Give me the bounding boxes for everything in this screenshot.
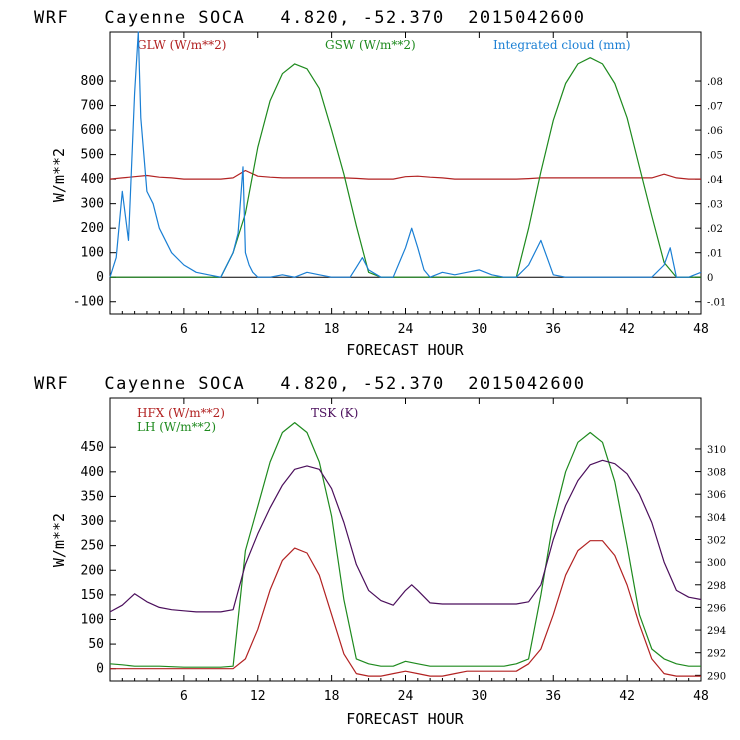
panel-2-ytick-label: 250	[81, 539, 104, 554]
panel-2-ytick-label: 300	[81, 514, 104, 529]
panel-radiation: WRF Cayenne SOCA 4.820, -52.370 20150426…	[34, 8, 726, 359]
panel-1-ytick-label: 200	[81, 221, 104, 236]
panel-2-ytick-label: 350	[81, 489, 104, 504]
panel-1-ytick-label: 500	[81, 148, 104, 163]
panel-1-ytick-label: 800	[81, 74, 104, 89]
legend-lh: LH (W/m**2)	[137, 420, 216, 434]
panel-1-series-glw	[109, 169, 701, 180]
panel-1-xtick-label: 36	[545, 322, 561, 337]
panel-2-y2tick-label: 300	[707, 558, 726, 569]
panel-2-ytick-label: 200	[81, 563, 104, 578]
panel-2-series-tsk	[109, 459, 702, 613]
panel-1-y2tick-label: .04	[707, 175, 723, 186]
panel-1-ytick-label: 100	[81, 246, 104, 261]
legend-tsk: TSK (K)	[311, 406, 358, 420]
panel-2-y2tick-label: 306	[707, 490, 726, 501]
panel-2-xtick-label: 18	[324, 689, 340, 704]
panel-2-y2tick-label: 302	[707, 536, 726, 547]
panel-surface-fluxes: WRF Cayenne SOCA 4.820, -52.370 20150426…	[34, 374, 726, 728]
panel-1-frame	[109, 31, 702, 315]
panel-1-xtick-label: 30	[472, 322, 488, 337]
panel-1-y2tick-label: .06	[707, 126, 723, 137]
panel-1-y2tick-label: .07	[707, 102, 723, 113]
panel-1-y2tick-label: .03	[707, 200, 723, 211]
panel-1-ytick-label: 300	[81, 197, 104, 212]
panel-2-ytick-label: 100	[81, 612, 104, 627]
panel-2-frame	[109, 397, 702, 682]
panel-2-y2tick-label: 308	[707, 468, 726, 479]
panel-2-xtick-label: 48	[693, 689, 709, 704]
panel-2-xtick-label: 6	[180, 689, 188, 704]
panel-1-y2tick-label: .08	[707, 77, 723, 88]
panel-2-y2tick-label: 292	[707, 649, 726, 660]
panel-1-series-integrated	[109, 31, 702, 278]
panel-2-ylabel: W/m**2	[50, 513, 68, 567]
panel-2-ytick-label: 150	[81, 588, 104, 603]
panel-1-xlabel: FORECAST HOUR	[346, 341, 464, 359]
panel-2-ytick-label: 400	[81, 465, 104, 480]
panel-1-title: WRF Cayenne SOCA 4.820, -52.370 20150426…	[34, 8, 586, 28]
panel-1-y2tick-label: 0	[707, 273, 713, 284]
panel-1-xtick-label: 24	[398, 322, 414, 337]
panel-2-series-hfx	[110, 540, 701, 677]
panel-2-series-lh	[109, 422, 701, 668]
panel-2-y2tick-label: 290	[707, 671, 726, 682]
legend-integrated-cloud: Integrated cloud (mm)	[493, 38, 631, 52]
panel-1-ytick-label: 700	[81, 99, 104, 114]
panel-1-y2tick-label: .02	[707, 224, 723, 235]
panel-2-xtick-label: 42	[619, 689, 635, 704]
panel-1-y2tick-label: .01	[707, 249, 723, 260]
panel-1-y2tick-label: .05	[707, 151, 723, 162]
panel-1-legend: GLW (W/m**2) GSW (W/m**2) Integrated clo…	[137, 38, 631, 52]
panel-1-ytick-label: 0	[96, 270, 104, 285]
panel-1-xtick-label: 48	[693, 322, 709, 337]
panel-1-axes: 6 12 18 24 30 36 42 48 -100 0 100 200 300 400 500 600 70…	[73, 32, 726, 337]
panel-2-xtick-label: 36	[545, 689, 561, 704]
panel-2-y2tick-label: 296	[707, 603, 726, 614]
panel-1-xtick-label: 6	[180, 322, 188, 337]
panel-2-ytick-label: 0	[96, 662, 104, 677]
panel-1-xtick-label: 18	[324, 322, 340, 337]
panel-2-xtick-label: 12	[250, 689, 266, 704]
panel-1-ytick-label: 400	[81, 172, 104, 187]
panel-2-y2tick-label: 294	[707, 626, 726, 637]
legend-gsw: GSW (W/m**2)	[325, 38, 416, 52]
panel-2-series	[109, 422, 702, 677]
panel-2-ytick-label: 50	[88, 637, 104, 652]
panel-1-ytick-label: 600	[81, 123, 104, 138]
panel-1-xtick-label: 42	[619, 322, 635, 337]
legend-hfx: HFX (W/m**2)	[137, 406, 225, 420]
panel-1-series-gsw	[110, 57, 701, 278]
panel-2-y2tick-label: 298	[707, 581, 726, 592]
panel-2-legend: HFX (W/m**2) LH (W/m**2) TSK (K)	[137, 406, 358, 434]
panel-1-xtick-label: 12	[250, 322, 266, 337]
panel-1-ytick-label: -100	[73, 295, 104, 310]
panel-2-axes: 6 12 18 24 30 36 42 48 0 50 100 150 200 250 300 350 400 4…	[81, 398, 726, 704]
panel-2-title: WRF Cayenne SOCA 4.820, -52.370 20150426…	[34, 374, 586, 394]
panel-1-series	[109, 31, 702, 278]
panel-1-ylabel: W/m**2	[50, 148, 68, 202]
panel-2-xtick-label: 24	[398, 689, 414, 704]
panel-2-y2tick-label: 310	[707, 445, 726, 456]
panel-1-y2tick-label: -.01	[707, 298, 726, 309]
panel-2-y2tick-label: 304	[707, 513, 726, 524]
panel-2-xtick-label: 30	[472, 689, 488, 704]
panel-2-xlabel: FORECAST HOUR	[346, 710, 464, 728]
panel-2-ytick-label: 450	[81, 440, 104, 455]
legend-glw: GLW (W/m**2)	[137, 38, 226, 52]
